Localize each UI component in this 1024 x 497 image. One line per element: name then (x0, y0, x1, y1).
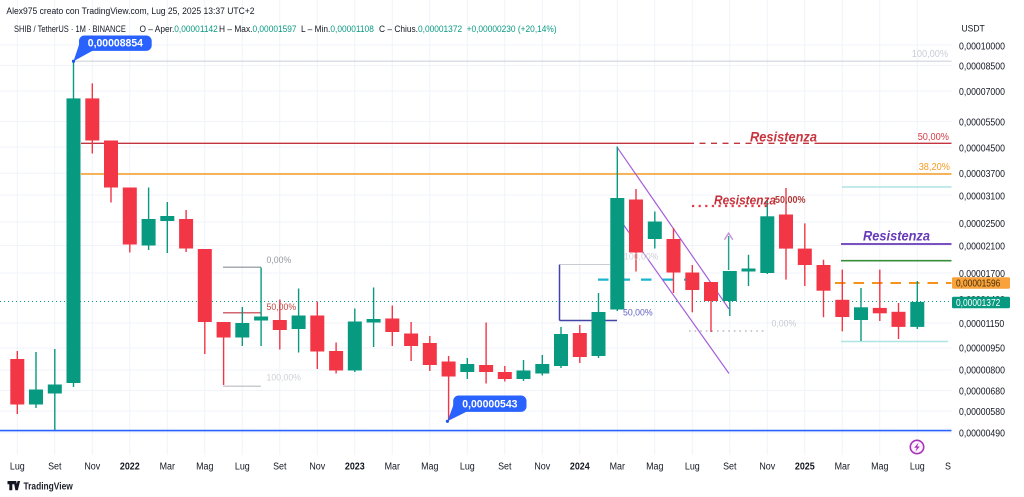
svg-text:Nov: Nov (759, 461, 775, 473)
svg-text:0,00008500: 0,00008500 (959, 61, 1005, 72)
svg-text:Lug: Lug (910, 461, 925, 473)
svg-text:0,00003700: 0,00003700 (959, 168, 1005, 179)
svg-text:O – Aper.0,00001142H – Max.0,0: O – Aper.0,00001142H – Max.0,00001597 L –… (139, 24, 556, 35)
svg-text:2022: 2022 (120, 461, 140, 473)
svg-text:0,00004500: 0,00004500 (959, 143, 1005, 154)
svg-text:0,00000800: 0,00000800 (959, 365, 1005, 376)
svg-text:S: S (945, 461, 951, 473)
svg-text:100,00%: 100,00% (912, 49, 949, 60)
svg-text:Lug: Lug (235, 461, 250, 473)
svg-text:Set: Set (48, 461, 62, 473)
svg-text:Mag: Mag (421, 461, 438, 473)
svg-text:0,00000950: 0,00000950 (959, 343, 1005, 354)
svg-text:2024: 2024 (570, 461, 590, 473)
svg-text:0,00001596: 0,00001596 (956, 278, 1000, 289)
svg-text:0,00002100: 0,00002100 (959, 241, 1005, 252)
svg-text:SHIB / TetherUS · 1M · BINANCE: SHIB / TetherUS · 1M · BINANCE (14, 23, 126, 34)
svg-text:0,00005500: 0,00005500 (959, 117, 1005, 128)
svg-text:0,00008854: 0,00008854 (88, 37, 143, 49)
svg-text:50,00%: 50,00% (775, 195, 806, 207)
svg-text:2023: 2023 (345, 461, 365, 473)
svg-text:0,00003100: 0,00003100 (959, 191, 1005, 202)
svg-text:Set: Set (498, 461, 512, 473)
svg-text:Mar: Mar (610, 461, 626, 473)
svg-text:Nov: Nov (309, 461, 325, 473)
svg-text:0,00000580: 0,00000580 (959, 406, 1005, 417)
svg-text:0,00000680: 0,00000680 (959, 386, 1005, 397)
svg-text:100,00%: 100,00% (267, 372, 301, 382)
svg-text:Mag: Mag (646, 461, 663, 473)
svg-text:Mar: Mar (385, 461, 401, 473)
svg-text:50,00%: 50,00% (623, 307, 653, 317)
svg-text:Resistenza: Resistenza (863, 228, 930, 243)
svg-text:50,00%: 50,00% (267, 302, 297, 312)
svg-text:TradingView: TradingView (24, 481, 74, 493)
svg-text:100,00%: 100,00% (624, 251, 658, 261)
svg-text:0,00001372: 0,00001372 (956, 298, 1000, 309)
svg-text:Lug: Lug (685, 461, 700, 473)
svg-text:38,20%: 38,20% (919, 162, 951, 173)
svg-text:0,00001150: 0,00001150 (959, 318, 1004, 329)
svg-text:Set: Set (723, 461, 737, 473)
svg-text:Resistenza: Resistenza (750, 129, 817, 144)
svg-text:Nov: Nov (84, 461, 100, 473)
svg-text:0,00002500: 0,00002500 (959, 218, 1005, 229)
svg-text:Lug: Lug (460, 461, 475, 473)
svg-text:Lug: Lug (10, 461, 25, 473)
svg-text:Mag: Mag (871, 461, 888, 473)
svg-text:Nov: Nov (534, 461, 550, 473)
svg-text:Mar: Mar (835, 461, 851, 473)
svg-text:0,00%: 0,00% (772, 318, 797, 328)
svg-text:Mar: Mar (160, 461, 176, 473)
svg-text:0,00010000: 0,00010000 (959, 41, 1005, 52)
svg-text:Alex975 creato con TradingView: Alex975 creato con TradingView.com, Lug … (6, 6, 254, 17)
svg-text:0,00000543: 0,00000543 (462, 398, 517, 410)
svg-text:0,00000490: 0,00000490 (959, 428, 1005, 439)
svg-text:Resistenza: Resistenza (714, 193, 776, 207)
svg-text:Set: Set (273, 461, 287, 473)
svg-text:50,00%: 50,00% (918, 132, 950, 143)
svg-text:Mag: Mag (196, 461, 213, 473)
svg-text:0,00007000: 0,00007000 (959, 86, 1005, 97)
svg-text:0,00%: 0,00% (267, 255, 292, 265)
svg-text:USDT: USDT (962, 23, 986, 34)
svg-text:2025: 2025 (795, 461, 815, 473)
svg-text:0,00001700: 0,00001700 (959, 268, 1005, 279)
